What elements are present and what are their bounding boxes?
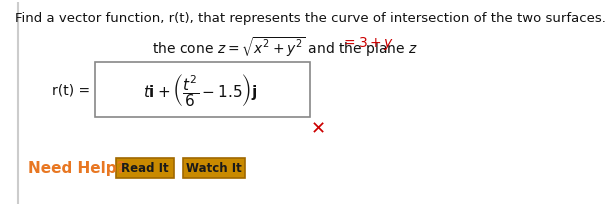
Text: the cone $z = \sqrt{x^2 + y^2}$ and the plane $z$: the cone $z = \sqrt{x^2 + y^2}$ and the … — [152, 35, 418, 59]
Text: Watch It: Watch It — [186, 162, 242, 174]
Text: Find a vector function, r(t), that represents the curve of intersection of the t: Find a vector function, r(t), that repre… — [15, 12, 605, 25]
Text: ✕: ✕ — [310, 120, 325, 138]
Text: Read It: Read It — [121, 162, 169, 174]
Text: r(t) =: r(t) = — [52, 83, 90, 97]
Text: $= 3 + y$: $= 3 + y$ — [341, 35, 395, 52]
FancyBboxPatch shape — [95, 62, 310, 117]
Text: Need Help?: Need Help? — [28, 160, 126, 176]
Text: $t\mathbf{i} + \left(\dfrac{t^2}{6} - 1.5\right)\mathbf{j}$: $t\mathbf{i} + \left(\dfrac{t^2}{6} - 1.… — [143, 71, 257, 109]
FancyBboxPatch shape — [183, 158, 245, 178]
FancyBboxPatch shape — [116, 158, 174, 178]
